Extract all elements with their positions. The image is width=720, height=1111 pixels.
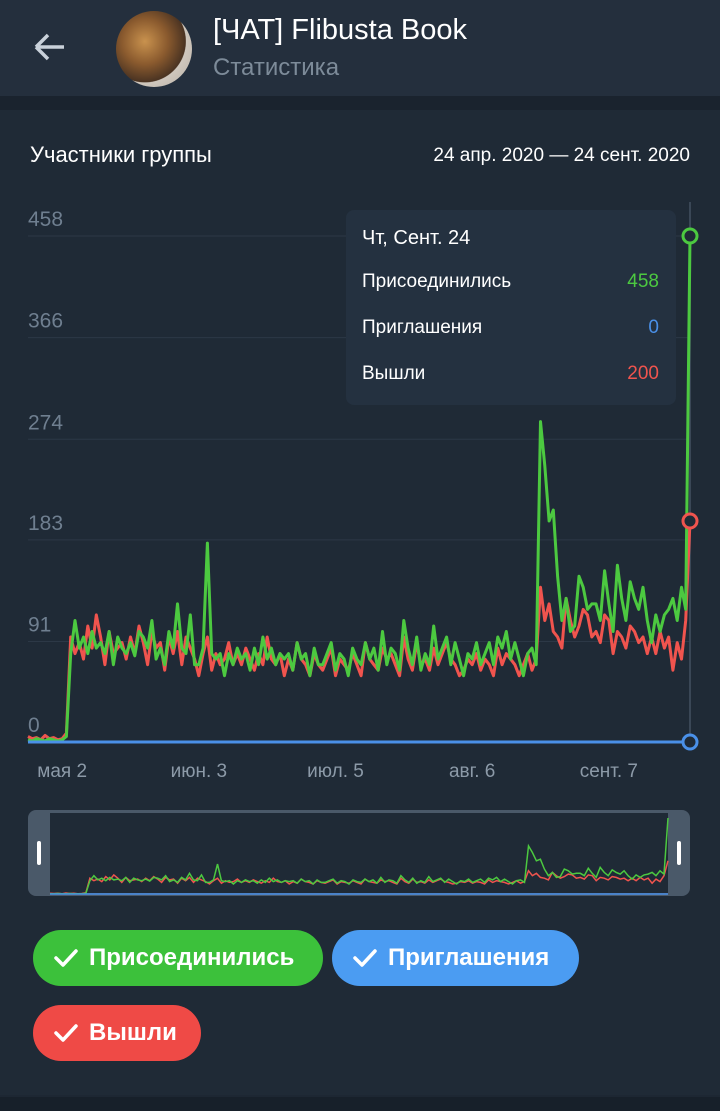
tooltip: Чт, Сент. 24 Присоединились 458 Приглашения… bbox=[346, 210, 676, 405]
y-tick-label: 0 bbox=[28, 714, 40, 737]
y-tick-label: 366 bbox=[28, 310, 63, 333]
members-line-chart[interactable]: 0 91 183 274 366 458 мая 2 июн. 3 июл. 5 авг. 6 се… bbox=[0, 190, 720, 790]
y-tick-label: 91 bbox=[28, 613, 51, 636]
page-subtitle: Статистика bbox=[213, 54, 340, 81]
toggle-label: Вышли bbox=[89, 1019, 177, 1046]
toggle-invited[interactable]: Приглашения bbox=[332, 930, 579, 986]
toggle-label: Присоединились bbox=[89, 944, 295, 971]
date-range: 24 апр. 2020 — 24 сент. 2020 bbox=[433, 145, 690, 166]
y-tick-label: 274 bbox=[28, 411, 63, 434]
point-marker-invited bbox=[681, 733, 699, 751]
tooltip-row-value: 200 bbox=[627, 363, 659, 384]
y-tick-label: 183 bbox=[28, 512, 63, 535]
x-tick-label: сент. 7 bbox=[580, 761, 638, 782]
series-line-left bbox=[27, 520, 692, 742]
mini-series-line-joined bbox=[49, 817, 669, 895]
bottom-divider bbox=[0, 1097, 720, 1111]
tooltip-row-label: Присоединились bbox=[362, 271, 511, 292]
x-tick-label: июн. 3 bbox=[171, 761, 227, 782]
series-line-joined bbox=[27, 235, 692, 743]
range-preview-chart[interactable] bbox=[28, 810, 690, 896]
range-selector[interactable] bbox=[28, 810, 690, 896]
app-header: [ЧАТ] Flibusta Book Статистика bbox=[0, 0, 720, 96]
header-divider bbox=[0, 96, 720, 110]
chart-title: Участники группы bbox=[30, 142, 212, 167]
x-tick-label: мая 2 bbox=[37, 761, 87, 782]
x-tick-label: авг. 6 bbox=[449, 761, 495, 782]
tooltip-row-value: 458 bbox=[627, 271, 659, 292]
point-marker-left bbox=[681, 512, 699, 530]
checkmark-icon bbox=[353, 949, 377, 967]
toggle-label: Приглашения bbox=[388, 944, 550, 971]
checkmark-icon bbox=[54, 949, 78, 967]
chat-avatar[interactable] bbox=[116, 11, 192, 87]
tooltip-background bbox=[346, 210, 676, 405]
arrow-left-icon[interactable] bbox=[28, 27, 72, 67]
y-tick-label: 458 bbox=[28, 208, 63, 231]
toggle-left[interactable]: Вышли bbox=[33, 1005, 201, 1061]
tooltip-date: Чт, Сент. 24 bbox=[362, 227, 470, 249]
range-window[interactable] bbox=[50, 813, 668, 893]
tooltip-row-label: Вышли bbox=[362, 363, 425, 384]
range-handle-right[interactable] bbox=[677, 841, 681, 865]
checkmark-icon bbox=[54, 1024, 78, 1042]
chat-title: [ЧАТ] Flibusta Book bbox=[213, 14, 467, 46]
tooltip-row-label: Приглашения bbox=[362, 317, 482, 338]
range-handle-left[interactable] bbox=[37, 841, 41, 865]
x-tick-label: июл. 5 bbox=[307, 761, 364, 782]
point-marker-joined bbox=[681, 227, 699, 245]
toggle-joined[interactable]: Присоединились bbox=[33, 930, 323, 986]
tooltip-row-value: 0 bbox=[648, 317, 659, 338]
